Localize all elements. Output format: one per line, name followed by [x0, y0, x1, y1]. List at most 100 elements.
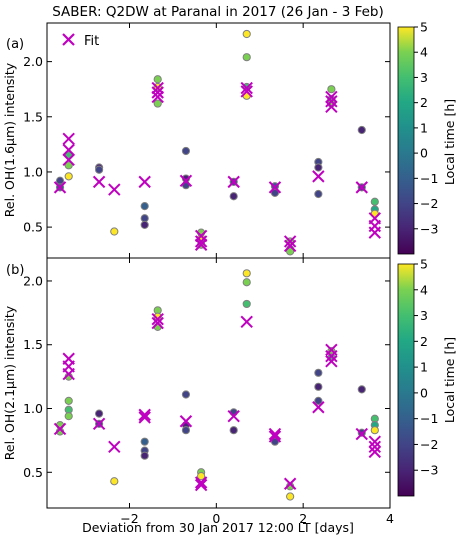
- colorbar-tick-label: 3: [420, 70, 428, 85]
- y-tick-label: 1.5: [23, 109, 43, 124]
- panel-b-label: (b): [6, 263, 24, 278]
- data-point: [64, 172, 73, 181]
- panel-a-y-ticks: 0.5 1.0 1.5 2.0: [23, 54, 390, 235]
- legend: Fit: [62, 33, 99, 49]
- data-point: [95, 409, 104, 418]
- legend-fit-marker: [62, 33, 75, 46]
- colorbar-tick-label: −1: [420, 171, 438, 186]
- fit-marker: [325, 95, 338, 108]
- fit-marker: [355, 181, 368, 194]
- fit-marker: [151, 86, 164, 99]
- y-tick-label: 1.5: [23, 337, 43, 352]
- legend-fit-label: Fit: [84, 34, 99, 49]
- data-point: [197, 472, 206, 481]
- colorbar-tick-label: 5: [420, 257, 428, 272]
- panel-a-fit-markers: [53, 81, 382, 253]
- data-point: [314, 189, 323, 199]
- colorbar-tick-label: −3: [420, 221, 438, 236]
- fit-marker: [240, 315, 253, 328]
- fit-marker: [108, 183, 121, 196]
- data-point: [357, 385, 366, 394]
- y-tick-label: 1.0: [23, 164, 43, 179]
- colorbar-a-label: Local time [h]: [442, 99, 457, 185]
- fit-marker: [368, 445, 382, 459]
- colorbar-tick-label: 0: [420, 146, 428, 161]
- data-point: [286, 247, 295, 256]
- panel-b-points: [55, 269, 379, 501]
- y-tick-label: 2.0: [23, 54, 43, 69]
- data-point: [242, 278, 251, 287]
- colorbar-b-gradient: [397, 263, 415, 497]
- colorbar-tick-label: 1: [420, 120, 428, 135]
- fit-marker: [227, 175, 240, 189]
- panel-a-points: [55, 29, 379, 256]
- data-point: [242, 53, 251, 62]
- fit-marker: [108, 440, 121, 453]
- data-point: [270, 437, 280, 446]
- colorbar-tick-label: 5: [420, 20, 428, 35]
- colorbar-tick-label: 4: [420, 45, 428, 60]
- data-point: [64, 396, 73, 405]
- data-point: [140, 220, 149, 230]
- data-point: [327, 85, 336, 94]
- colorbar-tick-label: 2: [420, 95, 428, 110]
- panel-b: (b) Rel. OH(2.1µm) intensity 0.5 1.0 1.5 2.…: [2, 257, 391, 509]
- data-point: [140, 202, 149, 211]
- colorbar-a: 5 4 3 2 1 0 −1 −2 −3 Local time [h]: [397, 20, 457, 255]
- fit-marker: [368, 226, 382, 239]
- panel-a-frame: [46, 22, 391, 259]
- colorbar-a-ticks: 5 4 3 2 1 0 −1 −2 −3: [414, 20, 438, 236]
- panel-a-ylabel: Rel. OH(1.6µm) intensity: [2, 62, 17, 217]
- data-point: [242, 299, 251, 309]
- fit-marker: [53, 181, 67, 194]
- fit-marker: [194, 476, 208, 489]
- colorbar-b-ticks: 5 4 3 2 1 0 −1 −2 −3: [414, 257, 438, 478]
- fit-marker: [62, 132, 75, 146]
- data-point: [229, 426, 238, 435]
- fit-marker: [368, 440, 382, 453]
- fit-marker: [312, 170, 325, 183]
- fit-marker: [283, 239, 297, 253]
- fit-marker: [268, 430, 282, 443]
- fit-marker: [227, 409, 240, 423]
- data-point: [181, 426, 191, 435]
- fit-marker: [179, 415, 193, 428]
- fit-marker: [355, 427, 368, 441]
- data-point: [181, 146, 191, 156]
- panel-a-x-ticks: [128, 23, 391, 258]
- panel-b-frame: [46, 257, 391, 509]
- x-axis-label: Deviation from 30 Jan 2017 12:00 LT [day…: [82, 520, 354, 535]
- colorbar-tick-label: 1: [420, 360, 428, 375]
- x-tick-label: 4: [386, 511, 394, 526]
- data-point: [242, 269, 251, 278]
- fit-marker: [138, 411, 151, 424]
- y-tick-label: 0.5: [23, 465, 43, 480]
- y-tick-label: 0.5: [23, 220, 43, 235]
- data-point: [95, 165, 104, 174]
- data-point: [314, 396, 323, 405]
- data-point: [140, 437, 149, 446]
- fit-marker: [92, 417, 106, 431]
- fit-marker: [325, 355, 338, 368]
- fit-marker: [283, 477, 297, 490]
- fit-marker: [312, 401, 325, 414]
- data-point: [314, 163, 323, 172]
- data-point: [314, 382, 323, 391]
- data-point: [229, 192, 238, 201]
- data-point: [242, 29, 251, 39]
- figure-title: SABER: Q2DW at Paranal in 2017 (26 Jan -…: [52, 4, 384, 20]
- x-tick-label: −2: [120, 511, 138, 526]
- x-tick-label: 2: [299, 511, 307, 526]
- data-point: [64, 161, 73, 170]
- panel-b-x-ticks: [128, 258, 391, 508]
- colorbar-b: 5 4 3 2 1 0 −1 −2 −3 Local time [h]: [397, 257, 457, 497]
- data-point: [314, 368, 323, 377]
- colorbar-tick-label: −1: [420, 411, 438, 426]
- panel-b-y-ticks: 0.5 1.0 1.5 2.0: [23, 273, 390, 480]
- fit-marker: [62, 367, 75, 381]
- colorbar-tick-label: 0: [420, 385, 428, 400]
- fit-marker: [138, 175, 151, 189]
- data-point: [270, 188, 280, 198]
- fit-marker: [62, 143, 75, 157]
